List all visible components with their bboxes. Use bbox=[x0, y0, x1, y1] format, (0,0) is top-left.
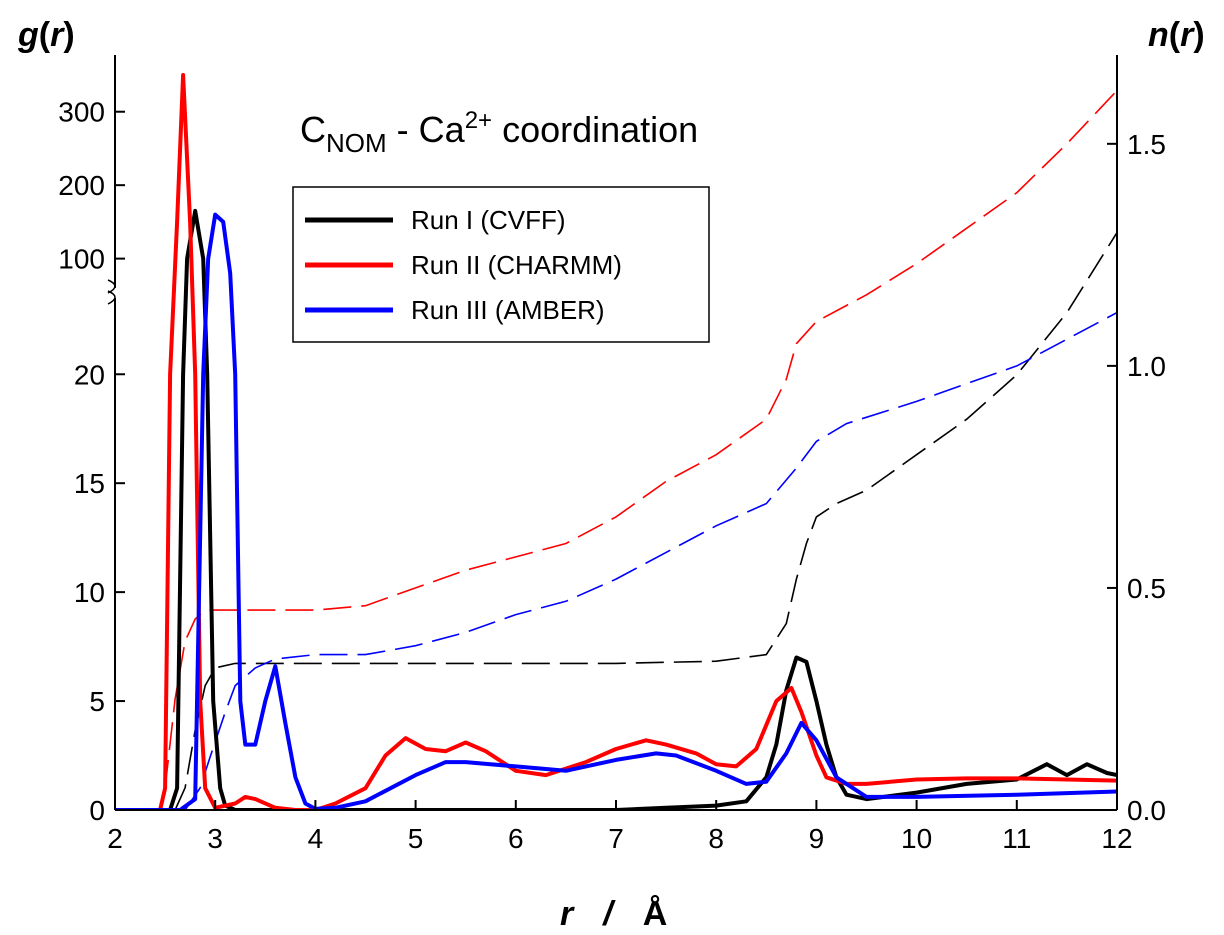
legend-label: Run II (CHARMM) bbox=[411, 250, 622, 280]
y-left-axis-title: g(r) bbox=[17, 16, 75, 54]
legend: Run I (CVFF) Run II (CHARMM) Run III (AMBE… bbox=[292, 186, 710, 343]
y-left-tick-label: 5 bbox=[89, 686, 105, 717]
x-tick-label: 8 bbox=[708, 823, 724, 854]
series-cumulative-line bbox=[184, 311, 1117, 810]
y-right-tick-label: 1.0 bbox=[1127, 351, 1166, 382]
x-tick-label: 10 bbox=[901, 823, 932, 854]
y-right-tick-label: 0.0 bbox=[1127, 795, 1166, 826]
y-right-ticks: 0.0 0.5 1.0 1.5 bbox=[1107, 129, 1166, 826]
x-tick-label: 2 bbox=[107, 823, 123, 854]
y-left-tick-label: 100 bbox=[58, 244, 105, 275]
y-left-tick-label: 15 bbox=[74, 468, 105, 499]
x-tick-label: 7 bbox=[608, 823, 624, 854]
series-cumulative-line bbox=[174, 232, 1117, 810]
y-left-tick-label: 200 bbox=[58, 170, 105, 201]
y-left-ticks: 0 5 10 15 20 100 200 300 bbox=[58, 97, 125, 826]
x-tick-label: 6 bbox=[508, 823, 524, 854]
x-tick-label: 12 bbox=[1101, 823, 1132, 854]
y-right-tick-label: 0.5 bbox=[1127, 573, 1166, 604]
axes bbox=[107, 55, 1118, 811]
legend-label: Run I (CVFF) bbox=[411, 205, 566, 235]
x-tick-label: 5 bbox=[408, 823, 424, 854]
y-right-axis-title: n(r) bbox=[1148, 16, 1205, 54]
series-rdf-line bbox=[115, 208, 1117, 810]
x-tick-label: 4 bbox=[308, 823, 324, 854]
x-axis-title: r / Å bbox=[560, 895, 667, 933]
series-rdf-line bbox=[115, 212, 1117, 810]
x-tick-label: 9 bbox=[809, 823, 825, 854]
axis-break-marker bbox=[107, 279, 116, 305]
series-layer bbox=[115, 73, 1117, 810]
x-ticks: 2 3 4 5 6 7 8 9 10 11 12 bbox=[107, 800, 1133, 854]
legend-label: Run III (AMBER) bbox=[411, 295, 605, 325]
chart-title: CNOM - Ca2+ coordination bbox=[300, 107, 698, 158]
y-left-tick-label: 0 bbox=[89, 795, 105, 826]
x-tick-label: 11 bbox=[1002, 823, 1031, 854]
y-left-tick-label: 300 bbox=[58, 97, 105, 128]
x-tick-label: 3 bbox=[207, 823, 223, 854]
y-right-tick-label: 1.5 bbox=[1127, 129, 1166, 160]
y-left-tick-label: 20 bbox=[74, 359, 105, 390]
series-cumulative-line bbox=[164, 89, 1117, 788]
y-left-tick-label: 10 bbox=[74, 577, 105, 608]
